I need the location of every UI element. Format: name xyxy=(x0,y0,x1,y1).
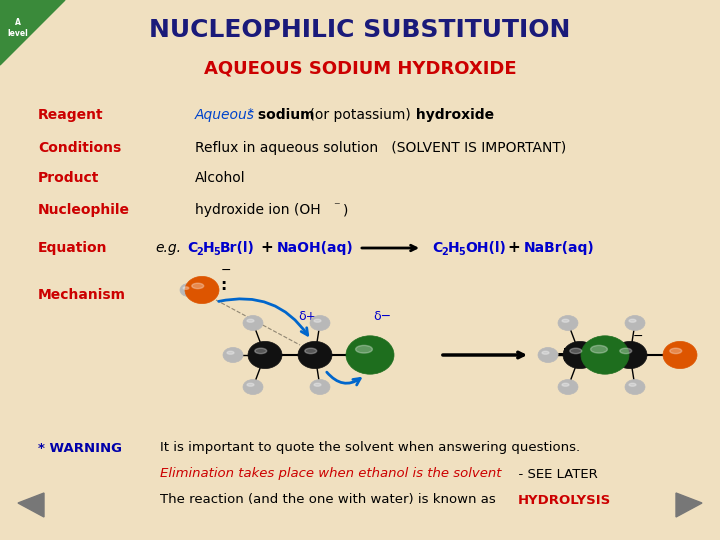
Text: (or potassium): (or potassium) xyxy=(305,108,410,122)
Text: A
level: A level xyxy=(8,18,28,38)
Text: - SEE LATER: - SEE LATER xyxy=(510,468,598,481)
Text: ): ) xyxy=(343,203,348,217)
Text: NaOH(aq): NaOH(aq) xyxy=(277,241,354,255)
Ellipse shape xyxy=(223,348,243,362)
Ellipse shape xyxy=(625,380,645,395)
Ellipse shape xyxy=(248,341,282,369)
Text: It is important to quote the solvent when answering questions.: It is important to quote the solvent whe… xyxy=(160,442,580,455)
Text: C: C xyxy=(432,241,442,255)
Ellipse shape xyxy=(310,315,330,330)
Ellipse shape xyxy=(298,341,332,369)
Ellipse shape xyxy=(255,348,266,354)
Text: Mechanism: Mechanism xyxy=(38,288,126,302)
Text: NaBr(aq): NaBr(aq) xyxy=(524,241,595,255)
Text: Product: Product xyxy=(38,171,99,185)
Text: H: H xyxy=(203,241,215,255)
Text: HYDROLYSIS: HYDROLYSIS xyxy=(518,494,611,507)
Text: C: C xyxy=(187,241,197,255)
Ellipse shape xyxy=(310,380,330,395)
Polygon shape xyxy=(676,493,702,517)
Text: The reaction (and the one with water) is known as: The reaction (and the one with water) is… xyxy=(160,494,500,507)
Text: hydroxide ion (OH: hydroxide ion (OH xyxy=(195,203,320,217)
Text: Br(l): Br(l) xyxy=(220,241,255,255)
Ellipse shape xyxy=(629,383,636,386)
Text: 5: 5 xyxy=(213,247,220,257)
Text: e.g.: e.g. xyxy=(155,241,181,255)
Ellipse shape xyxy=(563,341,597,369)
Ellipse shape xyxy=(538,348,558,362)
Ellipse shape xyxy=(305,348,317,354)
Text: 2: 2 xyxy=(441,247,448,257)
Ellipse shape xyxy=(581,336,629,374)
Polygon shape xyxy=(0,0,65,65)
Ellipse shape xyxy=(562,319,569,322)
Text: +: + xyxy=(556,345,575,365)
Ellipse shape xyxy=(620,348,631,354)
Text: Aqueous: Aqueous xyxy=(195,108,255,122)
Text: −: − xyxy=(633,329,644,342)
Ellipse shape xyxy=(314,383,321,386)
Text: OH(l): OH(l) xyxy=(465,241,506,255)
Ellipse shape xyxy=(356,346,372,353)
Text: hydroxide: hydroxide xyxy=(411,108,494,122)
Ellipse shape xyxy=(183,287,189,289)
Ellipse shape xyxy=(243,315,263,330)
Ellipse shape xyxy=(542,351,549,354)
FancyArrowPatch shape xyxy=(219,299,307,335)
Text: Elimination takes place when ethanol is the solvent: Elimination takes place when ethanol is … xyxy=(160,468,502,481)
Ellipse shape xyxy=(247,319,254,322)
Text: δ−: δ− xyxy=(373,310,391,323)
FancyArrowPatch shape xyxy=(327,372,360,385)
Ellipse shape xyxy=(670,348,682,354)
Text: 5: 5 xyxy=(458,247,464,257)
Ellipse shape xyxy=(590,346,608,353)
Text: NUCLEOPHILIC SUBSTITUTION: NUCLEOPHILIC SUBSTITUTION xyxy=(149,18,571,42)
Text: * WARNING: * WARNING xyxy=(38,442,122,455)
Text: −: − xyxy=(221,264,232,276)
Ellipse shape xyxy=(613,341,647,369)
Ellipse shape xyxy=(243,380,263,395)
Ellipse shape xyxy=(185,276,219,303)
Ellipse shape xyxy=(192,283,204,289)
Ellipse shape xyxy=(663,341,697,369)
Text: *: * xyxy=(248,108,253,118)
Text: :: : xyxy=(632,342,638,357)
Text: +: + xyxy=(507,240,520,255)
Polygon shape xyxy=(18,493,44,517)
Ellipse shape xyxy=(247,383,254,386)
Text: δ+: δ+ xyxy=(298,310,316,323)
Ellipse shape xyxy=(562,383,569,386)
Text: H: H xyxy=(448,241,459,255)
Text: Reflux in aqueous solution   (SOLVENT IS IMPORTANT): Reflux in aqueous solution (SOLVENT IS I… xyxy=(195,141,566,155)
Ellipse shape xyxy=(346,336,394,374)
Text: :: : xyxy=(220,278,226,293)
Text: +: + xyxy=(260,240,273,255)
Text: Conditions: Conditions xyxy=(38,141,121,155)
Ellipse shape xyxy=(558,315,578,330)
Ellipse shape xyxy=(570,348,582,354)
Ellipse shape xyxy=(180,284,196,296)
Text: ⁻: ⁻ xyxy=(333,200,340,213)
Text: Reagent: Reagent xyxy=(38,108,104,122)
Text: 2: 2 xyxy=(196,247,203,257)
Ellipse shape xyxy=(629,319,636,322)
Text: AQUEOUS SODIUM HYDROXIDE: AQUEOUS SODIUM HYDROXIDE xyxy=(204,59,516,77)
Ellipse shape xyxy=(227,351,234,354)
Ellipse shape xyxy=(314,319,321,322)
Text: Alcohol: Alcohol xyxy=(195,171,246,185)
Text: Equation: Equation xyxy=(38,241,107,255)
Text: sodium: sodium xyxy=(253,108,315,122)
Text: Nucleophile: Nucleophile xyxy=(38,203,130,217)
Ellipse shape xyxy=(625,315,645,330)
Ellipse shape xyxy=(558,380,578,395)
